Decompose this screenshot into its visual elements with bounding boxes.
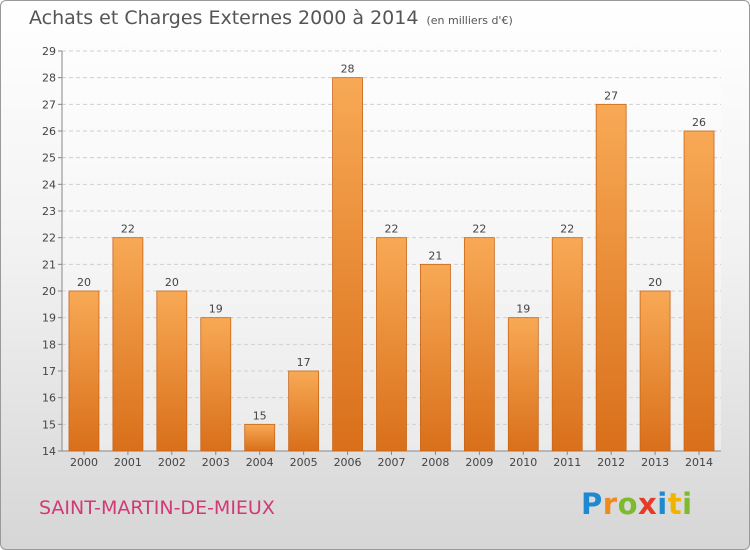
logo-letter: t bbox=[667, 487, 683, 521]
x-tick-label: 2012 bbox=[597, 456, 625, 469]
proxiti-logo: Proxiti bbox=[581, 487, 693, 521]
logo-letter: x bbox=[638, 487, 658, 521]
logo-letter: o bbox=[617, 487, 639, 521]
data-label: 20 bbox=[165, 276, 179, 289]
bar bbox=[156, 290, 188, 452]
commune-name: SAINT-MARTIN-DE-MIEUX bbox=[39, 497, 275, 519]
bar bbox=[551, 237, 583, 452]
data-label: 22 bbox=[385, 223, 399, 236]
y-tick-label: 17 bbox=[42, 365, 56, 378]
logo-letter: i bbox=[657, 487, 668, 521]
chart-unit: (en milliers d'€) bbox=[426, 14, 513, 27]
y-tick-label: 21 bbox=[42, 258, 56, 271]
logo-letter: P bbox=[581, 487, 603, 521]
bar bbox=[463, 237, 495, 452]
x-tick-label: 2014 bbox=[685, 456, 713, 469]
y-tick-label: 14 bbox=[42, 445, 56, 458]
title-row: Achats et Charges Externes 2000 à 2014 (e… bbox=[29, 7, 513, 29]
y-tick-label: 27 bbox=[42, 98, 56, 111]
bar bbox=[639, 290, 671, 452]
data-label: 28 bbox=[341, 63, 355, 76]
data-label: 19 bbox=[209, 303, 223, 316]
data-label: 21 bbox=[428, 249, 442, 262]
x-tick-label: 2013 bbox=[641, 456, 669, 469]
y-tick-label: 19 bbox=[42, 312, 56, 325]
y-tick-label: 16 bbox=[42, 392, 56, 405]
bar bbox=[595, 103, 627, 452]
x-tick-label: 2004 bbox=[246, 456, 274, 469]
y-tick-label: 29 bbox=[42, 45, 56, 58]
data-label: 22 bbox=[121, 223, 135, 236]
x-tick-label: 2006 bbox=[334, 456, 362, 469]
bar bbox=[420, 263, 451, 452]
x-tick-label: 2008 bbox=[421, 456, 449, 469]
x-tick-label: 2003 bbox=[202, 456, 230, 469]
bar bbox=[68, 290, 100, 452]
x-tick-label: 2001 bbox=[114, 456, 142, 469]
bar bbox=[244, 423, 276, 452]
data-label: 22 bbox=[472, 223, 486, 236]
bar bbox=[288, 370, 320, 452]
y-tick-label: 24 bbox=[42, 178, 56, 191]
data-label: 19 bbox=[516, 303, 530, 316]
y-tick-label: 23 bbox=[42, 205, 56, 218]
data-label: 20 bbox=[77, 276, 91, 289]
x-tick-label: 2011 bbox=[553, 456, 581, 469]
y-tick-label: 28 bbox=[42, 72, 56, 85]
bar bbox=[112, 237, 144, 452]
y-tick-label: 26 bbox=[42, 125, 56, 138]
x-tick-label: 2010 bbox=[509, 456, 537, 469]
y-tick-label: 25 bbox=[42, 152, 56, 165]
y-tick-label: 18 bbox=[42, 338, 56, 351]
bar bbox=[200, 317, 232, 452]
x-tick-label: 2002 bbox=[158, 456, 186, 469]
data-label: 22 bbox=[560, 223, 574, 236]
bar bbox=[332, 77, 363, 452]
chart-title: Achats et Charges Externes 2000 à 2014 bbox=[29, 7, 419, 29]
x-tick-label: 2000 bbox=[70, 456, 98, 469]
x-tick-label: 2005 bbox=[290, 456, 318, 469]
data-label: 17 bbox=[297, 356, 311, 369]
logo-letter: r bbox=[602, 487, 618, 521]
bar bbox=[683, 130, 715, 452]
x-tick-label: 2009 bbox=[465, 456, 493, 469]
bar bbox=[376, 237, 407, 452]
data-label: 27 bbox=[604, 89, 618, 102]
data-label: 20 bbox=[648, 276, 662, 289]
data-label: 26 bbox=[692, 116, 706, 129]
y-tick-label: 22 bbox=[42, 232, 56, 245]
bar bbox=[507, 317, 539, 452]
y-tick-label: 20 bbox=[42, 285, 56, 298]
data-label: 15 bbox=[253, 409, 267, 422]
logo-letter: i bbox=[682, 487, 693, 521]
x-tick-label: 2007 bbox=[378, 456, 406, 469]
y-tick-label: 15 bbox=[42, 418, 56, 431]
